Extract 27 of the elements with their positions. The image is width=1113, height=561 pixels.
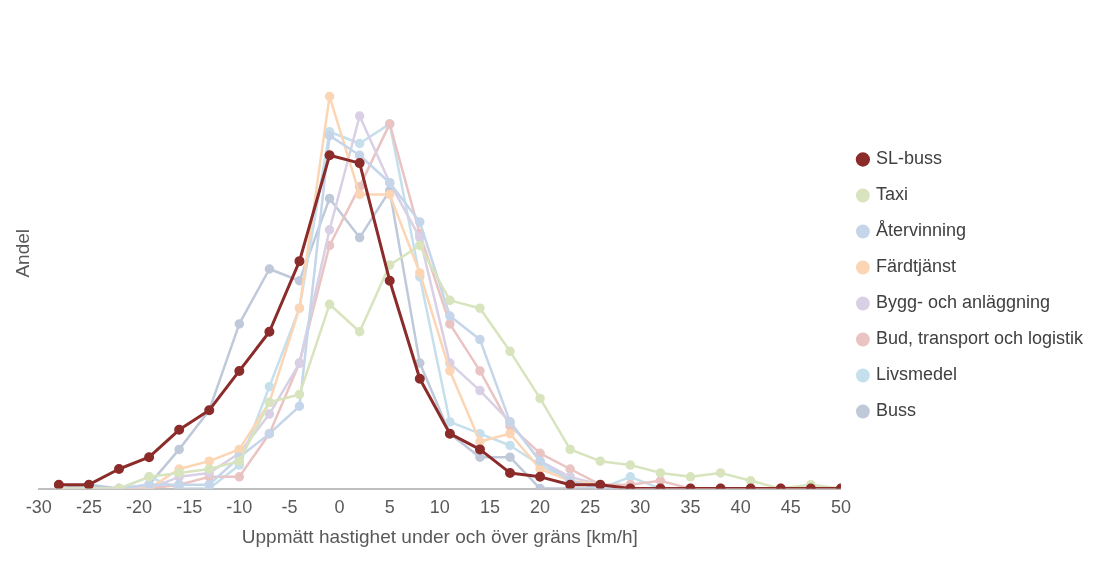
x-axis-title: Uppmätt hastighet under och över gräns [km/h] — [241, 525, 638, 547]
legend-label: Färdtjänst — [875, 256, 956, 277]
x-tick-label: 35 — [680, 497, 701, 518]
x-tick-label: 45 — [780, 497, 801, 518]
x-tick-label: 30 — [630, 497, 651, 518]
x-tick-label: 20 — [530, 497, 551, 518]
legend-label: Återvinning — [875, 220, 966, 241]
x-tick-label: -15 — [176, 497, 203, 518]
x-tick-label: 15 — [479, 497, 500, 518]
x-tick-label: 50 — [830, 497, 851, 518]
x-tick-label: -10 — [226, 497, 253, 518]
x-tick-label: -5 — [281, 497, 298, 518]
x-tick-label: -30 — [25, 497, 52, 518]
x-tick-label: 0 — [334, 497, 345, 518]
x-tick-label: 10 — [429, 497, 450, 518]
x-tick-label: -25 — [75, 497, 102, 518]
y-axis-title: Andel — [11, 229, 33, 278]
legend-label: Bud, transport och logistik — [875, 328, 1084, 349]
legend-label: Bygg- och anläggning — [875, 292, 1051, 313]
legend-label: SL-buss — [875, 148, 942, 169]
legend-label: Taxi — [875, 184, 908, 205]
x-tick-label: 25 — [580, 497, 601, 518]
legend-label: Livsmedel — [875, 364, 957, 385]
x-tick-label: 40 — [730, 497, 751, 518]
x-tick-label: 5 — [384, 497, 395, 518]
x-tick-label: -20 — [126, 497, 153, 518]
legend-label: Buss — [875, 400, 916, 421]
